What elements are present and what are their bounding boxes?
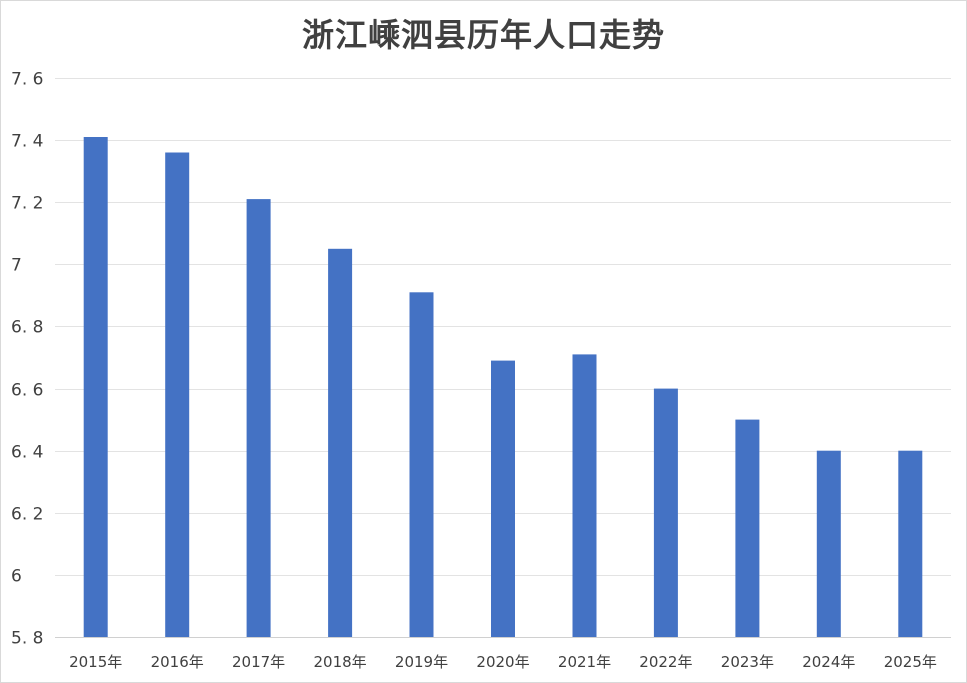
- y-tick-label: 6. 4: [11, 443, 43, 463]
- bar: [83, 137, 108, 637]
- y-tick-label: 6. 6: [11, 381, 43, 401]
- x-tick-label: 2015年: [69, 653, 122, 671]
- bar: [165, 152, 190, 637]
- x-tick-label: 2016年: [151, 653, 204, 671]
- x-tick-label: 2022年: [639, 653, 692, 671]
- x-tick-label: 2018年: [314, 653, 367, 671]
- bar: [409, 292, 434, 637]
- y-tick-label: 6. 8: [11, 318, 43, 338]
- bar: [653, 388, 678, 637]
- y-tick-label: 7. 2: [11, 194, 43, 214]
- bar: [328, 248, 353, 638]
- y-tick-label: 7: [11, 256, 22, 276]
- y-tick-label: 6: [11, 567, 22, 587]
- bar: [246, 199, 271, 637]
- bar: [816, 450, 841, 637]
- x-tick-label: 2025年: [884, 653, 937, 671]
- x-tick-label: 2023年: [721, 653, 774, 671]
- bar: [735, 419, 760, 637]
- y-tick-label: 5. 8: [11, 629, 43, 649]
- bar: [898, 450, 923, 637]
- x-tick-label: 2019年: [395, 653, 448, 671]
- y-tick-label: 6. 2: [11, 505, 43, 525]
- y-tick-label: 7. 6: [11, 70, 43, 90]
- x-tick-label: 2020年: [476, 653, 529, 671]
- y-tick-label: 7. 4: [11, 132, 43, 152]
- bar: [572, 354, 597, 637]
- x-tick-label: 2017年: [232, 653, 285, 671]
- chart-title: 浙江嵊泗县历年人口走势: [301, 16, 665, 54]
- x-tick-label: 2024年: [802, 653, 855, 671]
- bar: [491, 360, 515, 637]
- x-tick-label: 2021年: [558, 653, 611, 671]
